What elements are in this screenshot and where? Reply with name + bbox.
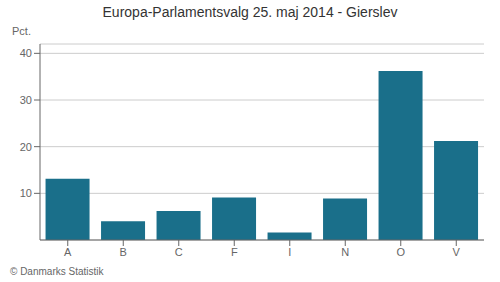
html-text:Pct.: Pct. — [12, 25, 31, 37]
svg-text:20: 20 — [20, 141, 32, 153]
svg-text:O: O — [396, 246, 405, 258]
svg-text:A: A — [64, 246, 72, 258]
svg-text:I: I — [288, 246, 291, 258]
html-text:Europa-Parlamentsvalg 25. maj: Europa-Parlamentsvalg 25. maj 2014 - Gie… — [102, 4, 398, 20]
svg-text:10: 10 — [20, 187, 32, 199]
svg-text:30: 30 — [20, 94, 32, 106]
svg-text:B: B — [120, 246, 127, 258]
svg-text:C: C — [175, 246, 183, 258]
svg-text:V: V — [453, 246, 461, 258]
html-text:© Danmarks Statistik: © Danmarks Statistik — [10, 266, 104, 277]
svg-text:40: 40 — [20, 47, 32, 59]
svg-text:F: F — [231, 246, 238, 258]
svg-text:N: N — [341, 246, 349, 258]
